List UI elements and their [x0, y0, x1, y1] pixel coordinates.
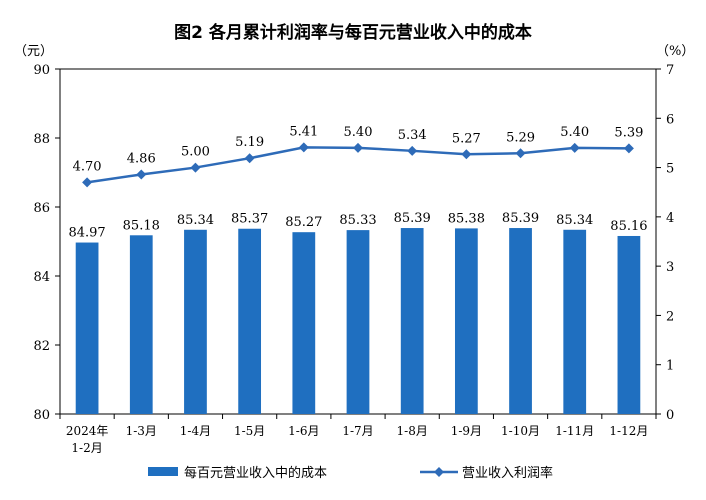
line-value-label: 5.40: [560, 125, 589, 140]
x-axis-category-label: 1-4月: [180, 424, 211, 438]
x-axis-category-label: 1-11月: [555, 424, 594, 438]
bar-value-label: 85.39: [502, 211, 539, 226]
left-axis-tick-label: 80: [33, 408, 50, 423]
bar: [454, 228, 478, 414]
bar: [75, 242, 99, 414]
left-axis-tick-label: 90: [33, 63, 50, 78]
right-axis-unit: （%）: [656, 44, 695, 59]
right-axis-tick-label: 1: [666, 359, 674, 374]
bar: [400, 228, 424, 414]
left-axis-tick-label: 86: [33, 201, 50, 216]
legend-line-label: 营业收入利润率: [462, 466, 554, 481]
line-point: [407, 145, 418, 156]
left-axis-tick-label: 88: [33, 132, 50, 147]
line-value-label: 4.70: [73, 159, 102, 174]
bar-value-label: 85.34: [177, 213, 214, 228]
chart-title: 图2 各月累计利润率与每百元营业收入中的成本: [174, 23, 532, 43]
x-axis-category-label: 1-12月: [609, 424, 648, 438]
left-axis-unit: （元）: [14, 44, 54, 59]
x-axis-category-label: 1-5月: [234, 424, 265, 438]
right-axis-tick-label: 4: [666, 211, 674, 226]
legend-bar-swatch: [148, 467, 178, 476]
line-value-label: 5.39: [614, 125, 643, 140]
line-point: [136, 169, 147, 180]
legend-line-swatch: [420, 466, 458, 477]
x-axis-category-label: 1-10月: [501, 424, 540, 438]
line-point: [461, 149, 472, 160]
line-value-label: 5.19: [235, 135, 264, 150]
legend-bar-entry: 每百元营业收入中的成本: [148, 462, 327, 481]
right-axis-tick-label: 0: [666, 408, 674, 423]
line-value-label: 5.41: [289, 124, 318, 139]
bar-value-label: 85.38: [448, 211, 485, 226]
line-value-label: 5.00: [181, 145, 210, 160]
bar-value-label: 85.16: [610, 219, 647, 234]
line-point: [569, 142, 580, 153]
x-axis-category-label: 1-3月: [126, 424, 157, 438]
line-point: [190, 162, 201, 173]
bar: [238, 228, 262, 414]
bar-value-label: 85.27: [285, 215, 322, 230]
right-axis-tick-label: 5: [666, 162, 674, 177]
line-point: [244, 153, 255, 164]
line-value-label: 5.27: [452, 131, 481, 146]
x-axis-category-label: 1-9月: [451, 424, 482, 438]
x-axis-category-label: 2024年 1-2月: [66, 424, 109, 455]
bar-value-label: 84.97: [68, 226, 105, 241]
legend-line-entry: 营业收入利润率: [420, 462, 553, 481]
bar: [617, 235, 641, 414]
bar-value-label: 85.18: [123, 218, 160, 233]
x-axis-category-label: 1-7月: [342, 424, 373, 438]
line-point: [515, 148, 526, 159]
line-point: [623, 143, 634, 154]
bar: [563, 229, 587, 414]
line-value-label: 5.40: [344, 125, 373, 140]
bar: [292, 232, 316, 414]
bar-value-label: 85.34: [556, 213, 593, 228]
right-axis-tick-label: 7: [666, 63, 674, 78]
left-axis-tick-label: 84: [33, 270, 50, 285]
legend-bar-label: 每百元营业收入中的成本: [184, 466, 328, 481]
bar-value-label: 85.37: [231, 212, 268, 227]
right-axis-tick-label: 3: [666, 260, 674, 275]
line-value-label: 5.29: [506, 130, 535, 145]
line-point: [353, 142, 363, 153]
bar: [346, 230, 370, 414]
x-axis-category-label: 1-6月: [288, 424, 319, 438]
bar-value-label: 85.33: [339, 213, 376, 228]
line-point: [82, 177, 93, 188]
line-point: [298, 142, 309, 153]
x-axis-category-label: 1-8月: [397, 424, 428, 438]
line-value-label: 4.86: [127, 151, 156, 166]
bar-value-label: 85.39: [394, 211, 431, 226]
right-axis-tick-label: 2: [666, 309, 674, 324]
left-axis-tick-label: 82: [33, 339, 50, 354]
line-value-label: 5.34: [398, 128, 427, 143]
bar: [184, 229, 207, 414]
bar: [129, 235, 153, 414]
right-axis-tick-label: 6: [666, 112, 674, 127]
bar: [509, 228, 532, 414]
